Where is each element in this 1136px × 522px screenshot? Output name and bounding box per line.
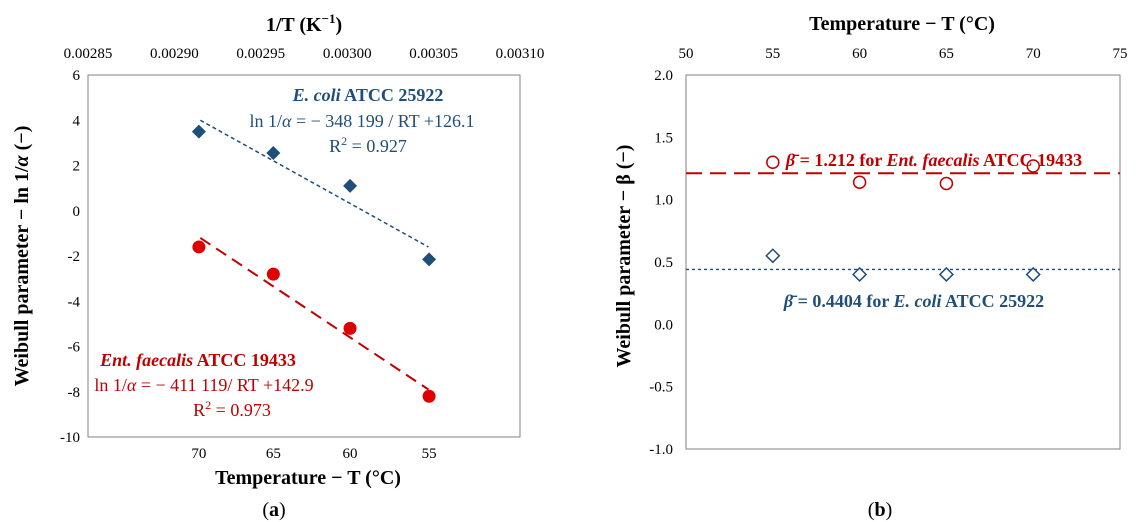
panel-b: Temperature − T (°C) 50 55 60 65 70 75 2.0 1.5… — [613, 13, 1128, 521]
panel-b-top-tick-3: 65 — [939, 46, 954, 62]
ecoli-r2-prefix: R — [329, 136, 341, 156]
panel-a-top-axis-title: 1/T (K−1) — [266, 11, 342, 36]
ecoli-name-italic: E. coli — [292, 85, 341, 105]
faecalis-eq-prefix: ln 1/ — [94, 375, 127, 395]
panel-a-faecalis-point-1 — [266, 267, 280, 281]
panel-a-bottom-axis-title: Temperature − T (°C) — [215, 467, 401, 489]
panel-b-label: (b) — [868, 499, 892, 521]
panel-b-y-tick-6: -1.0 — [649, 442, 673, 458]
panel-a-y-tick-2: 2 — [73, 159, 81, 175]
panel-b-ecoli-annotation: β̄ = 0.4404 for E. coli ATCC 25922 — [783, 291, 1044, 311]
panel-a-ecoli-fit-line — [199, 119, 429, 248]
panel-b-y-tick-1: 1.5 — [654, 130, 673, 146]
svg-text:R2 = 0.927: R2 = 0.927 — [329, 134, 407, 156]
panel-b-ecoli-point-0 — [765, 248, 781, 264]
panel-a-faecalis-annotation: Ent. faecalis ATCC 19433 ln 1/α = − 411 … — [94, 350, 313, 420]
panel-a: 1/T (K−1) 0.00285 0.00290 0.00295 0.00300 0.… — [11, 11, 544, 521]
panel-a-top-tick-2: 0.00295 — [236, 46, 285, 62]
panel-b-top-tick-4: 70 — [1026, 46, 1041, 62]
panel-a-bottom-tick-labels: 70 65 60 55 — [191, 446, 436, 462]
panel-a-faecalis-point-0 — [192, 240, 206, 254]
panel-a-bottom-tick-3: 55 — [422, 446, 437, 462]
svg-text:ln 1/α = − 348 199 / RT +126.1: ln 1/α = − 348 199 / RT +126.1 — [249, 111, 474, 131]
ecoli-eq-greek: α — [282, 111, 292, 131]
panel-a-label: (a) — [262, 499, 285, 521]
svg-text:Ent. faecalis ATCC 19433: Ent. faecalis ATCC 19433 — [99, 350, 296, 370]
panel-a-y-tick-1: 4 — [73, 113, 81, 129]
ecoli-eq-rest: = − 348 199 / RT +126.1 — [291, 111, 474, 131]
ecoli-eq-prefix: ln 1/ — [249, 111, 282, 131]
panel-b-top-tick-5: 75 — [1113, 46, 1128, 62]
panel-a-y-tick-4: -2 — [68, 249, 81, 265]
panel-a-faecalis-point-3 — [422, 389, 436, 403]
panel-b-faecalis-point-3 — [1026, 159, 1040, 173]
panel-a-y-tick-7: -8 — [68, 385, 81, 401]
ecoli-name-rest: ATCC 25922 — [341, 85, 444, 105]
svg-text:E. coli ATCC 25922: E. coli ATCC 25922 — [292, 85, 444, 105]
panel-a-top-tick-1: 0.00290 — [150, 46, 199, 62]
panel-b-y-axis-title: Weibull parameter − β (−) — [613, 145, 635, 368]
faecalis-eq-rest: = − 411 119/ RT +142.9 — [136, 375, 313, 395]
panel-b-y-tick-labels: 2.0 1.5 1.0 0.5 0.0 -0.5 -1.0 — [649, 68, 673, 458]
panel-a-ecoli-point-2 — [343, 178, 358, 193]
panel-a-ecoli-point-1 — [266, 146, 281, 161]
panel-a-y-tick-5: -4 — [68, 294, 81, 310]
panel-a-faecalis-fit-line — [199, 237, 429, 391]
panel-a-ecoli-point-3 — [422, 252, 437, 267]
faecalis-name-italic: Ent. faecalis — [99, 350, 193, 370]
panel-b-faecalis-point-0 — [766, 155, 780, 170]
faecalis-eq-greek: α — [127, 375, 137, 395]
panel-a-top-tick-3: 0.00300 — [323, 46, 372, 62]
panel-a-y-tick-8: -10 — [60, 430, 80, 446]
panel-a-faecalis-point-2 — [343, 321, 357, 335]
panel-b-y-tick-5: -0.5 — [649, 380, 673, 396]
faecalis-r2-sup: 2 — [205, 398, 211, 412]
panel-b-ecoli-point-3 — [1025, 266, 1041, 283]
panel-b-top-tick-labels: 50 55 60 65 70 75 — [679, 46, 1128, 62]
ecoli-r2-sup: 2 — [341, 134, 347, 148]
panel-b-data-points — [765, 155, 1041, 283]
panel-b-ecoli-point-1 — [852, 266, 868, 283]
panel-b-top-axis-title: Temperature − T (°C) — [809, 13, 995, 35]
panel-b-faecalis-annotation: β̄ = 1.212 for Ent. faecalis ATCC 19433 — [785, 150, 1082, 170]
panel-b-plot-area — [685, 74, 1121, 450]
svg-text:R2 = 0.973: R2 = 0.973 — [193, 398, 271, 420]
panel-a-plot-area — [87, 74, 521, 438]
panel-a-y-axis-title: Weibull parameter − ln 1/α (−) — [11, 126, 33, 387]
panel-b-y-tick-0: 2.0 — [654, 68, 673, 84]
panel-a-top-tick-5: 0.00310 — [496, 46, 545, 62]
panel-a-ecoli-point-0 — [191, 124, 206, 139]
panel-b-top-tick-2: 60 — [852, 46, 867, 62]
panel-b-mean-lines — [686, 172, 1120, 271]
faecalis-r2-rest: = 0.973 — [211, 400, 271, 420]
ecoli-r2-rest: = 0.927 — [347, 136, 407, 156]
panel-a-top-tick-0: 0.00285 — [64, 46, 113, 62]
panel-a-fit-lines — [199, 119, 429, 391]
panel-b-y-tick-3: 0.5 — [654, 255, 673, 271]
panel-a-data-points — [191, 124, 437, 403]
panel-b-top-tick-1: 55 — [765, 46, 780, 62]
panel-a-bottom-tick-0: 70 — [191, 446, 206, 462]
panel-a-ecoli-annotation: E. coli ATCC 25922 ln 1/α = − 348 199 / … — [249, 85, 474, 156]
panel-a-y-tick-6: -6 — [68, 340, 81, 356]
panel-a-y-tick-3: 0 — [73, 204, 81, 220]
panel-b-ecoli-point-2 — [938, 266, 954, 283]
panel-b-faecalis-point-2 — [939, 176, 954, 191]
panel-a-y-tick-labels: 6 4 2 0 -2 -4 -6 -8 -10 — [60, 68, 81, 446]
panel-a-top-tick-labels: 0.00285 0.00290 0.00295 0.00300 0.00305 0.003… — [64, 46, 545, 62]
svg-text:ln 1/α = − 411 119/ RT +142.9: ln 1/α = − 411 119/ RT +142.9 — [94, 375, 313, 395]
panel-b-faecalis-point-1 — [852, 175, 867, 189]
panel-a-bottom-tick-1: 65 — [266, 446, 281, 462]
panel-b-y-tick-4: 0.0 — [654, 317, 673, 333]
panel-a-y-tick-0: 6 — [73, 68, 81, 84]
faecalis-name-rest: ATCC 19433 — [193, 350, 296, 370]
panel-b-top-tick-0: 50 — [679, 46, 694, 62]
panel-b-y-tick-2: 1.0 — [654, 193, 673, 209]
panel-a-bottom-tick-2: 60 — [343, 446, 358, 462]
faecalis-r2-prefix: R — [193, 400, 205, 420]
panel-a-top-tick-4: 0.00305 — [409, 46, 458, 62]
